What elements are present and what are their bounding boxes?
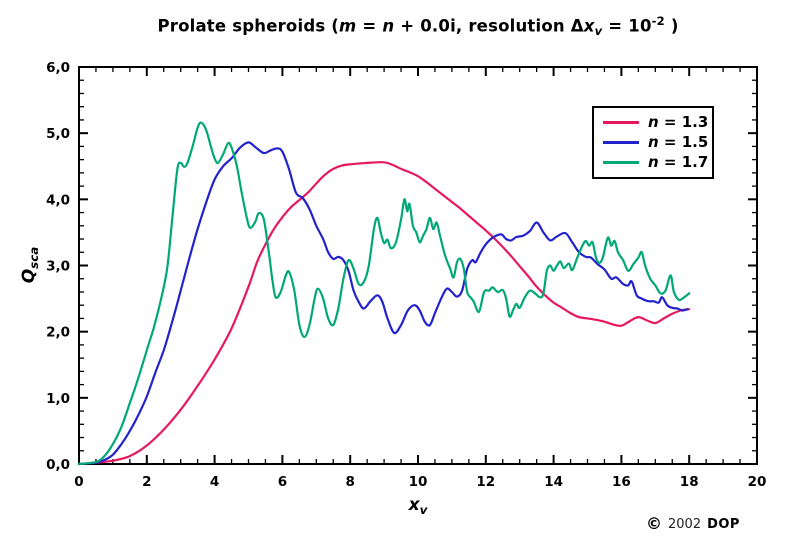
legend-item: n = 1.7 <box>603 155 712 170</box>
text-segment: v <box>419 502 428 517</box>
text-segment: -2 <box>651 14 665 28</box>
curve-n=1.5 <box>77 141 689 466</box>
series-curves <box>77 121 691 466</box>
y-tick-label: 5,0 <box>46 126 70 142</box>
y-tick-label: 1,0 <box>46 391 70 407</box>
curve-n=1.3 <box>77 161 691 466</box>
text-segment: Q <box>19 268 40 284</box>
text-segment: Prolate spheroids ( <box>157 16 340 36</box>
copyright-org: DOP <box>707 516 740 532</box>
x-tick-label: 8 <box>345 474 354 490</box>
x-tick-label: 20 <box>748 474 767 490</box>
y-tick-label: 4,0 <box>46 192 70 208</box>
x-tick-label: 6 <box>278 474 287 490</box>
x-tick-label: 18 <box>680 474 699 490</box>
text-segment: = 1.5 <box>658 133 709 151</box>
y-tick-label: 0,0 <box>46 457 70 473</box>
text-segment: ) <box>664 16 679 36</box>
text-segment: = 10 <box>602 16 652 36</box>
y-tick-label: 3,0 <box>46 259 70 275</box>
copyright: © 2002 DOP <box>646 516 740 532</box>
text-segment: = 1.3 <box>658 113 709 131</box>
text-segment: = 1.7 <box>658 153 709 171</box>
legend-label: n = 1.3 <box>648 115 708 130</box>
y-tick-label: 2,0 <box>46 325 70 341</box>
text-segment: v <box>594 23 603 38</box>
y-tick-labels: 0,0 1,0 2,0 3,0 4,0 5,0 6,0 <box>46 60 70 473</box>
x-axis-title: xv <box>409 495 428 517</box>
legend-label: n = 1.7 <box>648 155 708 170</box>
x-tick-label: 2 <box>142 474 151 490</box>
legend-item: n = 1.5 <box>603 135 712 150</box>
copyright-year: 2002 <box>668 516 702 532</box>
legend-line-sample <box>603 161 639 164</box>
text-segment: n <box>648 113 659 131</box>
y-axis-title: Qsca <box>19 247 41 284</box>
text-segment: x <box>583 16 595 36</box>
x-tick-labels: 0 2 4 6 8 10 12 14 16 18 20 <box>74 474 766 490</box>
x-tick-label: 14 <box>544 474 563 490</box>
text-segment: sca <box>26 246 41 269</box>
curve-n=1.7 <box>77 121 691 466</box>
text-segment: m <box>339 16 357 36</box>
text-segment: x <box>408 495 420 516</box>
legend: n = 1.3 n = 1.5 n = 1.7 <box>592 106 714 179</box>
text-segment: n <box>648 153 659 171</box>
copyright-symbol: © <box>646 514 662 533</box>
text-segment: + 0.0i, resolution Δ <box>394 16 584 36</box>
legend-label: n = 1.5 <box>648 135 708 150</box>
x-tick-label: 10 <box>409 474 428 490</box>
legend-line-sample <box>603 121 639 124</box>
text-segment: n <box>648 133 659 151</box>
x-tick-label: 16 <box>612 474 631 490</box>
text-segment: = <box>356 16 383 36</box>
chart-title: Prolate spheroids (m = n + 0.0i, resolut… <box>157 14 678 38</box>
x-tick-label: 4 <box>210 474 219 490</box>
text-segment: n <box>382 16 395 36</box>
x-tick-label: 12 <box>476 474 495 490</box>
tick-marks <box>79 67 757 464</box>
y-tick-label: 6,0 <box>46 60 70 76</box>
x-tick-label: 0 <box>74 474 83 490</box>
legend-line-sample <box>603 141 639 144</box>
legend-item: n = 1.3 <box>603 115 712 130</box>
